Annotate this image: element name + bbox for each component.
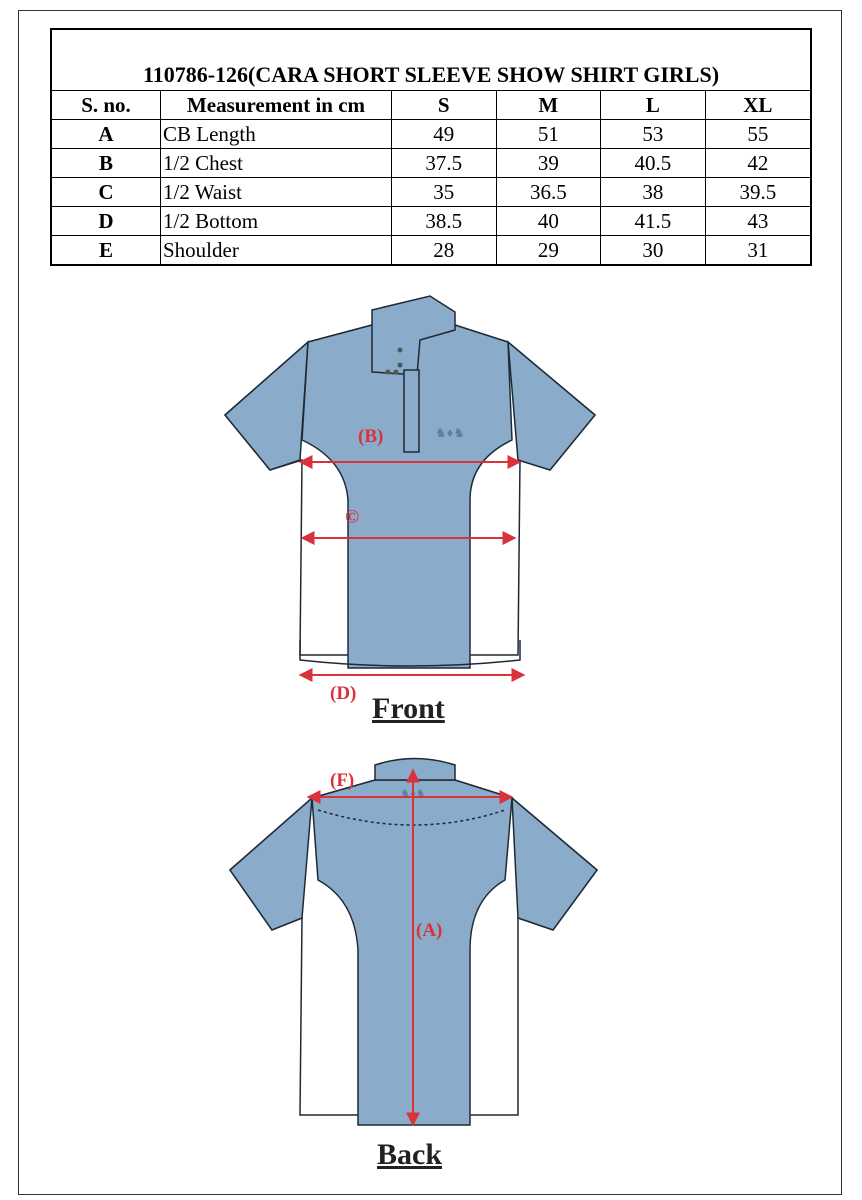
- cell-value: 38.5: [391, 206, 497, 236]
- header-l: L: [600, 90, 706, 120]
- row-code: B: [50, 148, 161, 178]
- row-measurement: CB Length: [160, 119, 392, 149]
- cell-value: 42: [704, 148, 812, 178]
- table-row: E Shoulder 28 29 30 31: [50, 235, 812, 266]
- cell-value: 28: [391, 235, 497, 266]
- marker-f: (F): [330, 770, 355, 791]
- table-row: A CB Length 49 51 53 55: [50, 119, 812, 149]
- cell-value: 43: [704, 206, 812, 236]
- marker-b: (B): [358, 426, 384, 447]
- cell-value: 39: [495, 148, 602, 178]
- cell-value: 51: [495, 119, 602, 149]
- front-label: Front: [372, 692, 445, 725]
- header-xl: XL: [704, 90, 812, 120]
- logo-icon: ♞♦♞: [435, 425, 465, 440]
- cell-value: 40: [495, 206, 602, 236]
- table-row: B 1/2 Chest 37.5 39 40.5 42: [50, 148, 812, 178]
- cell-value: 35: [391, 177, 497, 207]
- row-code: E: [50, 235, 161, 266]
- table-row: C 1/2 Waist 35 36.5 38 39.5: [50, 177, 812, 207]
- table-header-row: S. no. Measurement in cm S M L XL: [50, 90, 812, 120]
- row-measurement: 1/2 Bottom: [160, 206, 392, 236]
- marker-a: (A): [416, 920, 443, 941]
- front-shirt-drawing: [223, 295, 597, 669]
- header-s: S: [391, 90, 497, 120]
- back-label: Back: [377, 1138, 443, 1171]
- row-measurement: Shoulder: [160, 235, 392, 266]
- row-code: D: [50, 206, 161, 236]
- cell-value: 30: [600, 235, 706, 266]
- cell-value: 39.5: [704, 177, 812, 207]
- page-frame: [18, 10, 842, 1195]
- marker-c: ©: [345, 507, 360, 528]
- cell-value: 55: [704, 119, 812, 149]
- cell-value: 31: [704, 235, 812, 266]
- cell-value: 49: [391, 119, 497, 149]
- header-sno: S. no.: [50, 90, 161, 120]
- table-row: D 1/2 Bottom 38.5 40 41.5 43: [50, 206, 812, 236]
- cell-value: 41.5: [600, 206, 706, 236]
- table-title: 110786-126(CARA SHORT SLEEVE SHOW SHIRT …: [50, 28, 812, 91]
- marker-d: (D): [330, 683, 357, 704]
- size-chart-table: 110786-126(CARA SHORT SLEEVE SHOW SHIRT …: [50, 28, 812, 266]
- cell-value: 38: [600, 177, 706, 207]
- row-measurement: 1/2 Chest: [160, 148, 392, 178]
